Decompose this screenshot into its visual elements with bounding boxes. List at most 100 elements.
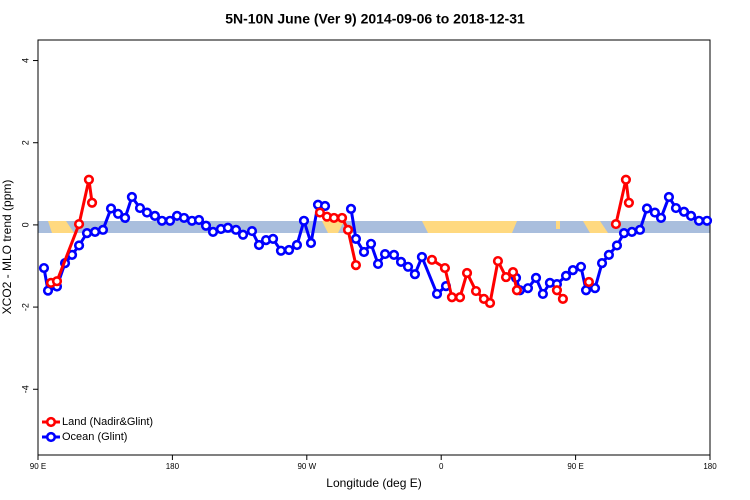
- data-point: [500, 271, 512, 283]
- data-point: [149, 210, 161, 221]
- data-point: [141, 207, 153, 218]
- data-point: [439, 262, 451, 274]
- data-point: [461, 267, 473, 279]
- series-line: [42, 193, 326, 293]
- data-point: [551, 285, 563, 296]
- x-tick-label: 180: [703, 462, 717, 471]
- legend-label: Ocean (Glint): [62, 431, 127, 443]
- data-point: [305, 237, 317, 249]
- plot-frame: [37, 39, 711, 456]
- x-tick-label: 90 W: [297, 462, 316, 471]
- data-point: [314, 207, 326, 218]
- data-point: [655, 212, 667, 224]
- data-point: [663, 191, 675, 203]
- data-point: [200, 220, 212, 231]
- data-point: [537, 288, 548, 300]
- data-point: [484, 297, 496, 309]
- data-point: [105, 203, 117, 214]
- data-point: [342, 224, 354, 235]
- data-point: [670, 202, 682, 214]
- data-point: [237, 229, 249, 240]
- data-point: [336, 212, 348, 224]
- data-point: [207, 226, 219, 237]
- data-point: [603, 249, 615, 260]
- data-point: [298, 215, 310, 226]
- data-point: [402, 261, 414, 272]
- data-point: [73, 240, 85, 251]
- legend-marker: [45, 416, 57, 428]
- data-point: [409, 269, 421, 280]
- data-point: [620, 174, 632, 185]
- legend-marker: [45, 431, 57, 443]
- data-point: [379, 248, 391, 260]
- data-point: [358, 246, 370, 258]
- data-point: [51, 276, 63, 287]
- data-point: [112, 208, 124, 219]
- data-point: [178, 212, 190, 224]
- data-point: [560, 270, 572, 281]
- data-point: [395, 256, 407, 267]
- legend-label: Land (Nadir&Glint): [62, 416, 153, 428]
- data-point: [596, 258, 608, 269]
- data-point: [283, 244, 295, 256]
- data-point: [589, 283, 601, 294]
- data-point: [634, 224, 646, 235]
- data-point: [685, 210, 697, 221]
- y-tick-label: 0: [20, 222, 30, 227]
- data-point: [275, 245, 287, 256]
- data-point: [701, 215, 713, 226]
- data-point: [81, 228, 93, 239]
- y-tick-label: -4: [20, 385, 30, 393]
- data-point: [693, 215, 705, 226]
- data-point: [470, 285, 482, 297]
- land-band: [48, 221, 608, 233]
- x-tick-label: 0: [439, 462, 444, 471]
- data-point: [267, 233, 279, 244]
- data-point: [530, 272, 542, 284]
- y-tick-label: 4: [20, 58, 30, 63]
- data-point: [253, 239, 265, 251]
- data-point: [372, 258, 384, 270]
- data-point: [73, 218, 85, 230]
- chart-title: 5N-10N June (Ver 9) 2014-09-06 to 2018-1…: [225, 11, 525, 27]
- data-point: [678, 206, 690, 217]
- data-point: [119, 212, 131, 224]
- data-point: [649, 207, 660, 218]
- data-point: [557, 293, 569, 304]
- x-tick-label: 90 E: [30, 462, 46, 471]
- data-point: [365, 238, 377, 249]
- data-point: [454, 292, 466, 303]
- data-point: [126, 191, 138, 203]
- data-point: [328, 212, 340, 224]
- x-tick-label: 180: [166, 462, 180, 471]
- data-point: [626, 226, 637, 237]
- data-point: [611, 240, 623, 251]
- data-point: [618, 228, 630, 239]
- x-axis-label: Longitude (deg E): [326, 476, 421, 490]
- data-point: [350, 233, 362, 244]
- data-point: [623, 197, 635, 208]
- data-point: [193, 214, 205, 226]
- data-point: [156, 215, 168, 226]
- data-point: [89, 226, 101, 237]
- data-point: [575, 261, 587, 272]
- data-point: [83, 174, 95, 185]
- data-point: [416, 251, 428, 263]
- y-axis-label: XCO2 - MLO trend (ppm): [0, 180, 14, 315]
- data-point: [426, 254, 438, 265]
- y-tick-label: 2: [20, 140, 30, 145]
- data-point: [222, 222, 234, 233]
- data-point: [580, 285, 592, 296]
- data-point: [492, 255, 504, 267]
- y-tick-label: -2: [20, 303, 30, 311]
- data-point: [388, 249, 400, 260]
- ocean-band: [38, 221, 710, 233]
- data-point: [641, 203, 653, 214]
- data-point: [431, 288, 443, 300]
- x-tick-label: 90 E: [567, 462, 583, 471]
- data-point: [583, 276, 594, 288]
- data-point: [86, 197, 98, 208]
- data-point: [97, 224, 109, 235]
- data-point: [230, 224, 242, 235]
